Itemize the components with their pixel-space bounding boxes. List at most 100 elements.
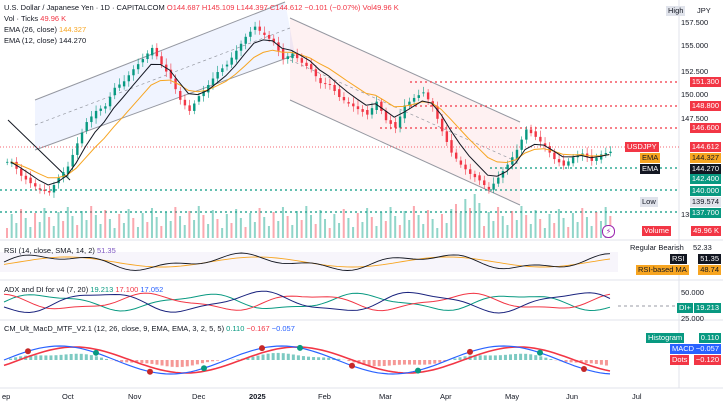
lightning-icon[interactable]: ⚡ bbox=[602, 225, 615, 238]
volume-bar bbox=[599, 221, 602, 238]
candle-body bbox=[253, 26, 257, 30]
price-tick: 157.500 bbox=[681, 18, 709, 27]
candle-body bbox=[286, 56, 290, 60]
volume-bar bbox=[483, 226, 486, 238]
candle-body bbox=[478, 175, 481, 181]
candle-body bbox=[609, 151, 612, 154]
candle-body bbox=[445, 131, 449, 142]
macd-histogram-bar bbox=[170, 360, 174, 367]
volume-bar bbox=[104, 210, 107, 238]
rsi-legend[interactable]: RSI (14, close, SMA, 14, 2) 51.35 bbox=[4, 246, 116, 255]
volume-bar bbox=[497, 207, 500, 238]
macd-histogram-bar bbox=[503, 354, 507, 360]
volume-bar bbox=[244, 227, 247, 238]
volume-bar bbox=[403, 211, 406, 238]
candle-body bbox=[24, 175, 28, 180]
level-tag-142400[interactable]: 142.400 bbox=[689, 174, 721, 184]
macd-histogram-bar bbox=[418, 360, 422, 365]
volume-bar bbox=[20, 209, 23, 238]
candle-body bbox=[66, 166, 70, 174]
macd-histogram-bar bbox=[246, 357, 250, 360]
adx-legend[interactable]: ADX and DI for v4 (7, 20) 19.213 17.100 … bbox=[4, 285, 163, 294]
macd-v2: −0.167 bbox=[246, 324, 270, 333]
dots-tag[interactable]: −0.120 bbox=[693, 355, 721, 365]
volume-bar bbox=[141, 213, 144, 238]
macd-histogram-bar bbox=[317, 357, 321, 360]
rsi-legend-value: 51.35 bbox=[96, 246, 116, 255]
macd-cross-dot bbox=[537, 349, 543, 356]
volume-bar bbox=[347, 218, 350, 238]
volume-bar bbox=[525, 215, 528, 238]
candle-body bbox=[136, 64, 140, 70]
histogram-tag[interactable]: 0.110 bbox=[698, 333, 721, 343]
volume-bar bbox=[94, 215, 97, 238]
macd-histogram-bar bbox=[564, 360, 568, 362]
macd-histogram-bar bbox=[150, 360, 154, 364]
macd-histogram-bar bbox=[483, 355, 487, 360]
usdjpy-price-tag[interactable]: 144.612 bbox=[689, 142, 721, 152]
macd-histogram-bar bbox=[594, 360, 598, 364]
volume-bar bbox=[366, 208, 369, 238]
macd-legend[interactable]: CM_Ult_MacD_MTF_V2.1 (12, 26, close, 9, … bbox=[4, 324, 295, 333]
candle-body bbox=[99, 108, 102, 111]
level-tag-148800[interactable]: 148.800 bbox=[689, 101, 721, 111]
rsi-ma-tag[interactable]: 48.74 bbox=[698, 265, 721, 275]
macd-histogram-bar bbox=[69, 353, 73, 360]
volume-bar bbox=[454, 204, 457, 238]
ema26-legend[interactable]: EMA (26, close) 144.327 bbox=[4, 25, 86, 34]
dots-label: Dots bbox=[670, 355, 690, 365]
change-value: −0.101 (−0.07%) bbox=[304, 3, 361, 12]
macd-histogram-bar bbox=[539, 356, 543, 360]
volume-bar bbox=[352, 227, 355, 238]
volume-bar bbox=[216, 219, 219, 238]
rsi-line bbox=[3, 252, 611, 271]
candle-body bbox=[267, 34, 271, 39]
rsi-value-tag[interactable]: 51.35 bbox=[698, 254, 721, 264]
level-tag-137700[interactable]: 137.700 bbox=[689, 208, 721, 218]
candle-body bbox=[155, 47, 159, 57]
macd-tag[interactable]: −0.057 bbox=[693, 344, 721, 354]
vol-ticks-legend[interactable]: Vol · Ticks 49.96 K bbox=[4, 14, 66, 23]
macd-histogram-bar bbox=[584, 360, 588, 363]
candle-body bbox=[501, 171, 505, 178]
volume-bar bbox=[328, 228, 331, 238]
high-label: High bbox=[666, 6, 686, 16]
candle-body bbox=[235, 50, 238, 60]
volume-bar bbox=[445, 223, 448, 238]
macd-histogram-bar bbox=[180, 360, 184, 367]
low-price-tag[interactable]: 139.574 bbox=[689, 197, 721, 207]
volume-bar bbox=[520, 206, 523, 238]
candle-body bbox=[263, 32, 266, 35]
macd-histogram-bar bbox=[493, 355, 497, 360]
candle-body bbox=[160, 56, 163, 65]
macd-histogram-bar bbox=[271, 353, 275, 360]
volume-bar bbox=[431, 219, 434, 238]
volume-bar bbox=[478, 203, 481, 238]
candle-body bbox=[366, 110, 369, 115]
volume-bar bbox=[230, 223, 233, 238]
ema12-legend[interactable]: EMA (12, close) 144.270 bbox=[4, 36, 86, 45]
macd-histogram-bar bbox=[478, 355, 482, 360]
candle-body bbox=[113, 87, 116, 96]
level-tag-140000[interactable]: 140.000 bbox=[689, 186, 721, 196]
candle-body bbox=[515, 149, 519, 160]
candle-body bbox=[557, 159, 561, 163]
volume-bar bbox=[295, 211, 298, 238]
candle-body bbox=[342, 97, 346, 101]
ema12-price-tag[interactable]: 144.270 bbox=[689, 164, 721, 174]
ema26-price-tag[interactable]: 144.327 bbox=[689, 153, 721, 163]
macd-histogram-bar bbox=[160, 360, 164, 366]
candle-body bbox=[459, 160, 463, 165]
level-tag-151300[interactable]: 151.300 bbox=[689, 77, 721, 87]
candle-body bbox=[225, 64, 229, 67]
volume-bar bbox=[286, 216, 289, 238]
volume-tag[interactable]: 49.96 K bbox=[691, 226, 721, 236]
level-tag-146600[interactable]: 146.600 bbox=[689, 123, 721, 133]
candle-body bbox=[525, 129, 528, 140]
di-value-tag[interactable]: 19.213 bbox=[694, 303, 721, 313]
candle-body bbox=[497, 177, 500, 184]
macd-cross-dot bbox=[201, 365, 207, 372]
macd-histogram-bar bbox=[322, 357, 326, 360]
volume-bar bbox=[501, 216, 504, 238]
